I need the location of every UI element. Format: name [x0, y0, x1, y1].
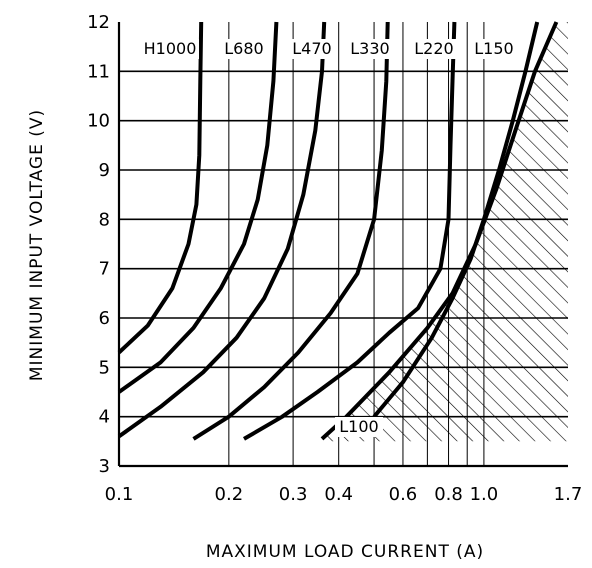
- x-tick-label-1-0: 1.0: [470, 484, 499, 505]
- y-tick-label-8: 8: [99, 209, 110, 230]
- x-tick-label-0-1: 0.1: [105, 484, 134, 505]
- series-line-h1000: [117, 21, 204, 354]
- y-tick-label-10: 10: [87, 111, 110, 132]
- series-line-l100: [320, 21, 559, 441]
- y-tick-label-5: 5: [99, 357, 110, 378]
- series-label-l100: L100: [339, 417, 378, 436]
- y-tick-label-4: 4: [99, 407, 110, 428]
- series-label-bg-l330: [346, 39, 394, 59]
- series-label-bg-l470: [288, 39, 336, 59]
- series-label-bg-l220: [410, 39, 458, 59]
- series-line-l470: [117, 21, 327, 439]
- hatched-area: [322, 22, 568, 442]
- y-tick-label-12: 12: [87, 12, 110, 33]
- series-label-bg-l100: [335, 417, 383, 437]
- series-label-bg-h1000: [141, 39, 199, 59]
- series-label-h1000: H1000: [144, 39, 197, 58]
- series-label-l680: L680: [224, 39, 263, 58]
- x-axis-title: MAXIMUM LOAD CURRENT (A): [206, 542, 484, 562]
- x-tick-labels: 0.1 0.2 0.3 0.4 0.6 0.8 1.0 1.7: [105, 484, 583, 505]
- x-tick-label-1-7: 1.7: [554, 484, 583, 505]
- series-line-l680: [117, 21, 279, 394]
- y-tick-label-7: 7: [99, 259, 110, 280]
- y-tick-label-6: 6: [99, 308, 110, 329]
- series-label-l330: L330: [350, 39, 389, 58]
- x-tick-label-0-4: 0.4: [324, 484, 353, 505]
- hatched-region: [322, 22, 568, 442]
- series-label-bg-l680: [220, 39, 268, 59]
- curve-labels: H1000 L680 L470 L330 L220 L150 L100: [141, 39, 518, 437]
- x-tick-label-0-3: 0.3: [279, 484, 308, 505]
- series-label-l220: L220: [414, 39, 453, 58]
- x-tick-label-0-2: 0.2: [215, 484, 244, 505]
- y-tick-label-9: 9: [99, 160, 110, 181]
- series-label-bg-l150: [470, 39, 518, 59]
- y-tick-label-3: 3: [99, 456, 110, 477]
- y-tick-labels: 3 4 5 6 7 8 9 10 11 12: [87, 12, 110, 477]
- series-label-l150: L150: [474, 39, 513, 58]
- series-line-l330: [192, 21, 390, 441]
- y-tick-label-11: 11: [87, 61, 110, 82]
- series-line-l220: [242, 21, 457, 441]
- x-tick-label-0-8: 0.8: [434, 484, 463, 505]
- series-label-l470: L470: [292, 39, 331, 58]
- x-tick-label-0-6: 0.6: [389, 484, 418, 505]
- curves: [117, 21, 559, 441]
- y-axis-title: MINIMUM INPUT VOLTAGE (V): [27, 109, 47, 381]
